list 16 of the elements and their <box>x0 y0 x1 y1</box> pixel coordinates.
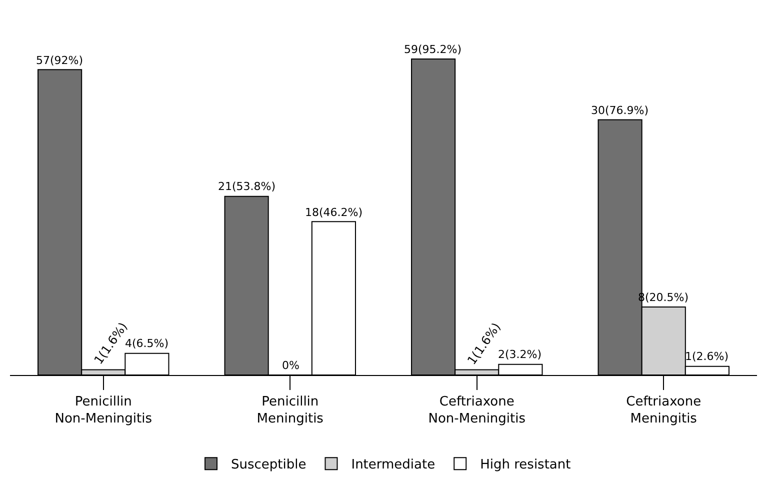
data-label: 59(95.2%) <box>404 43 462 56</box>
x-tick-label: Ceftriaxone Meningitis <box>626 394 702 426</box>
x-tick-label: Penicillin Meningitis <box>256 394 324 426</box>
data-label: 2(3.2%) <box>498 348 542 361</box>
data-label: 1(2.6%) <box>685 350 729 363</box>
data-label: 4(6.5%) <box>125 337 169 350</box>
data-label: 30(76.9%) <box>591 104 649 117</box>
data-label: 57(92%) <box>36 54 84 67</box>
data-label: 21(53.8%) <box>218 180 276 193</box>
legend-label: High resistant <box>480 458 571 473</box>
legend-label: Susceptible <box>231 458 306 473</box>
x-tick-label: Penicillin Non-Meningitis <box>54 394 152 426</box>
data-label: 18(46.2%) <box>305 206 363 219</box>
data-label: 0% <box>282 359 300 372</box>
legend-label: Intermediate <box>351 458 436 473</box>
x-tick-label: Ceftriaxone Non-Meningitis <box>428 394 526 426</box>
